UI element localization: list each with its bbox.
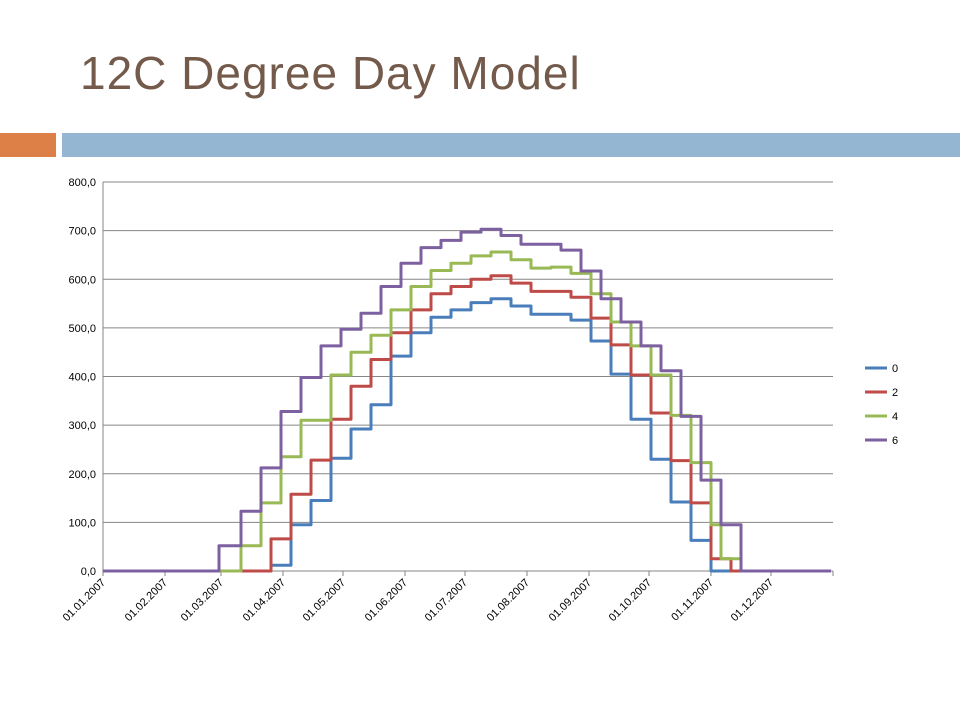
chart-series-lines bbox=[103, 227, 831, 573]
title-accent-bar-orange bbox=[0, 133, 56, 157]
legend-label: 0 bbox=[892, 363, 898, 375]
y-tick-label: 400,0 bbox=[68, 372, 96, 384]
series-line-6 bbox=[103, 227, 831, 573]
y-tick-label: 700,0 bbox=[68, 226, 96, 238]
x-tick-label: 01.05.2007 bbox=[301, 577, 348, 624]
y-tick-label: 600,0 bbox=[68, 274, 96, 286]
x-tick-label: 01.01.2007 bbox=[61, 577, 108, 624]
x-axis-tick-labels: 01.01.2007 01.02.2007 01.03.2007 01.04.2007… bbox=[61, 571, 834, 624]
legend-label: 4 bbox=[892, 411, 898, 423]
x-tick-label: 01.07.2007 bbox=[423, 577, 470, 624]
y-tick-label: 0,0 bbox=[81, 566, 96, 578]
x-tick-label: 01.03.2007 bbox=[179, 577, 226, 624]
x-tick-label: 01.08.2007 bbox=[485, 577, 532, 624]
legend-label: 6 bbox=[892, 435, 898, 447]
y-tick-label: 200,0 bbox=[68, 469, 96, 481]
chart-legend: 0 2 4 6 bbox=[865, 363, 898, 447]
y-tick-label: 800,0 bbox=[68, 177, 96, 189]
x-tick-label: 01.09.2007 bbox=[547, 577, 594, 624]
y-tick-label: 300,0 bbox=[68, 420, 96, 432]
chart-gridlines bbox=[102, 181, 833, 572]
series-line-2 bbox=[103, 274, 831, 573]
slide-title: 12C Degree Day Model bbox=[80, 47, 581, 99]
x-tick-label: 01.12.2007 bbox=[729, 577, 776, 624]
series-line-0 bbox=[103, 297, 831, 573]
x-tick-label: 01.04.2007 bbox=[241, 577, 288, 624]
y-tick-label: 100,0 bbox=[68, 517, 96, 529]
y-axis-tick-labels: 0,0 100,0 200,0 300,0 400,0 500,0 600,0 700,0 80… bbox=[68, 177, 96, 578]
x-tick-label: 01.06.2007 bbox=[363, 577, 410, 624]
x-tick-label: 01.10.2007 bbox=[607, 577, 654, 624]
series-line-4 bbox=[103, 250, 831, 573]
x-tick-label: 01.02.2007 bbox=[123, 577, 170, 624]
title-accent-bar-blue bbox=[62, 133, 960, 157]
x-tick-label: 01.11.2007 bbox=[669, 577, 716, 624]
y-tick-label: 500,0 bbox=[68, 323, 96, 335]
legend-label: 2 bbox=[892, 387, 898, 399]
